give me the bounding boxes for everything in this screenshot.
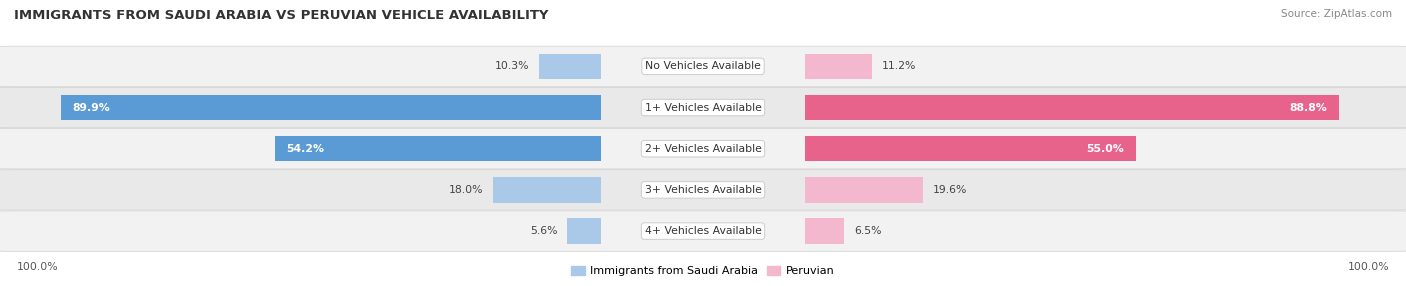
Bar: [494, 177, 602, 203]
Legend: Immigrants from Saudi Arabia, Peruvian: Immigrants from Saudi Arabia, Peruvian: [567, 261, 839, 281]
Text: 54.2%: 54.2%: [287, 144, 325, 154]
Bar: [806, 136, 1136, 162]
Bar: [806, 95, 1339, 120]
Text: 18.0%: 18.0%: [449, 185, 484, 195]
FancyBboxPatch shape: [0, 211, 1406, 251]
Text: 10.3%: 10.3%: [495, 61, 529, 71]
Text: 100.0%: 100.0%: [1347, 263, 1389, 272]
Text: 55.0%: 55.0%: [1087, 144, 1125, 154]
Bar: [60, 95, 602, 120]
FancyBboxPatch shape: [0, 46, 1406, 87]
Text: 5.6%: 5.6%: [530, 226, 558, 236]
Bar: [538, 53, 602, 79]
Text: 11.2%: 11.2%: [882, 61, 917, 71]
Bar: [568, 218, 602, 244]
Text: 1+ Vehicles Available: 1+ Vehicles Available: [644, 103, 762, 112]
Bar: [806, 53, 872, 79]
Text: 2+ Vehicles Available: 2+ Vehicles Available: [644, 144, 762, 154]
Text: Source: ZipAtlas.com: Source: ZipAtlas.com: [1281, 9, 1392, 19]
Bar: [276, 136, 602, 162]
Text: 88.8%: 88.8%: [1289, 103, 1327, 112]
Text: IMMIGRANTS FROM SAUDI ARABIA VS PERUVIAN VEHICLE AVAILABILITY: IMMIGRANTS FROM SAUDI ARABIA VS PERUVIAN…: [14, 9, 548, 21]
Text: 4+ Vehicles Available: 4+ Vehicles Available: [644, 226, 762, 236]
Bar: [806, 177, 922, 203]
Text: 100.0%: 100.0%: [17, 263, 59, 272]
FancyBboxPatch shape: [0, 87, 1406, 128]
Bar: [806, 218, 844, 244]
Text: 89.9%: 89.9%: [72, 103, 110, 112]
Text: 3+ Vehicles Available: 3+ Vehicles Available: [644, 185, 762, 195]
FancyBboxPatch shape: [0, 128, 1406, 169]
Text: 19.6%: 19.6%: [932, 185, 967, 195]
FancyBboxPatch shape: [0, 170, 1406, 210]
Text: No Vehicles Available: No Vehicles Available: [645, 61, 761, 71]
Text: 6.5%: 6.5%: [853, 226, 882, 236]
